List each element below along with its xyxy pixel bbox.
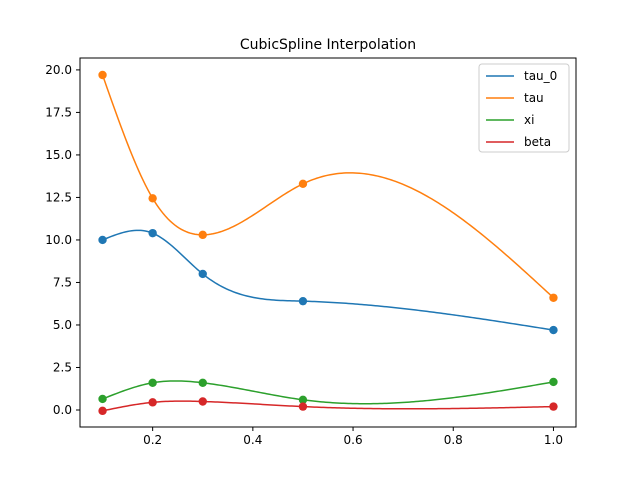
data-point-tau-1	[148, 194, 157, 203]
legend-label-tau: tau	[524, 91, 544, 105]
y-tick-label: 0.0	[53, 403, 72, 417]
data-point-tau-2	[198, 230, 207, 240]
series-layer	[98, 70, 558, 416]
legend-label-beta: beta	[524, 135, 551, 149]
x-tick-label: 0.6	[344, 433, 363, 447]
data-point-beta-0	[98, 406, 107, 416]
axes-layer: 0.2 0.4 0.6 0.8 1.0 0.0 2.5 5.0 7.5 10.0 12.5 15.0 1…	[45, 57, 577, 447]
y-tick-label: 7.5	[53, 275, 72, 289]
data-point-xi-2	[198, 378, 207, 387]
y-tick-label: 10.0	[45, 233, 72, 247]
legend-label-xi: xi	[524, 113, 534, 127]
data-point-tau-0	[98, 70, 107, 80]
x-tick-label: 0.8	[444, 433, 463, 447]
data-point-beta-1	[148, 398, 157, 407]
data-point-tau-4	[549, 293, 558, 302]
axes-frame	[79, 57, 577, 428]
data-point-tau_0-4	[549, 325, 558, 335]
series-line-tau	[101, 74, 554, 299]
y-tick-label: 20.0	[45, 63, 72, 77]
series-line-tau_0	[102, 229, 554, 331]
series-line-xi	[102, 380, 554, 405]
y-tick-label: 17.5	[45, 105, 72, 119]
data-point-tau_0-0	[98, 235, 107, 245]
data-point-xi-0	[98, 394, 107, 404]
y-tick-label: 5.0	[53, 318, 72, 332]
data-point-tau-3	[298, 179, 308, 189]
data-point-xi-4	[549, 377, 558, 387]
y-tick-label: 12.5	[45, 190, 72, 204]
legend-label-tau_0: tau_0	[524, 69, 557, 83]
data-point-beta-3	[298, 402, 308, 411]
series-line-beta	[102, 400, 554, 412]
x-tick-label: 0.4	[243, 433, 262, 447]
data-point-xi-3	[298, 395, 308, 404]
data-point-beta-4	[549, 402, 558, 411]
data-point-beta-2	[198, 397, 207, 406]
x-tick-label: 1.0	[544, 433, 563, 447]
data-point-tau_0-2	[198, 269, 207, 279]
chart-title: CubicSpline Interpolation	[240, 37, 416, 53]
y-tick-label: 15.0	[45, 148, 72, 162]
x-tick-label: 0.2	[143, 433, 162, 447]
data-point-xi-1	[148, 378, 157, 387]
legend-box	[478, 63, 570, 153]
data-point-tau_0-3	[298, 296, 308, 306]
data-point-tau_0-1	[148, 228, 157, 238]
y-tick-label: 2.5	[53, 360, 72, 374]
